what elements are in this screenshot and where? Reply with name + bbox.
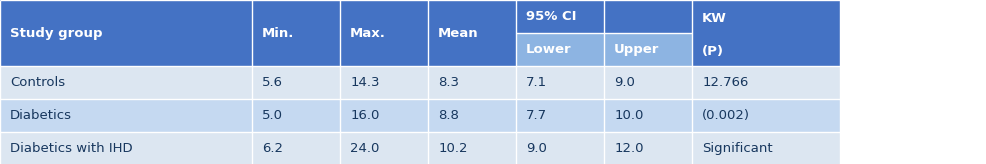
Text: 24.0: 24.0 xyxy=(350,142,380,155)
Text: Upper: Upper xyxy=(614,43,660,56)
Text: 12.0: 12.0 xyxy=(614,142,644,155)
Text: Significant: Significant xyxy=(702,142,773,155)
Text: Diabetics: Diabetics xyxy=(10,109,72,122)
Text: 10.2: 10.2 xyxy=(438,142,467,155)
Text: KW: KW xyxy=(702,12,727,25)
Text: 8.8: 8.8 xyxy=(438,109,458,122)
Text: 7.1: 7.1 xyxy=(527,76,547,89)
Text: 6.2: 6.2 xyxy=(262,142,283,155)
Text: 9.0: 9.0 xyxy=(614,76,635,89)
Text: (0.002): (0.002) xyxy=(702,109,750,122)
Text: 8.3: 8.3 xyxy=(438,76,459,89)
Text: 16.0: 16.0 xyxy=(350,109,380,122)
Bar xyxy=(0,132,840,164)
Bar xyxy=(0,99,840,132)
Text: 7.7: 7.7 xyxy=(527,109,547,122)
Text: Mean: Mean xyxy=(438,27,479,40)
Text: Min.: Min. xyxy=(262,27,295,40)
Text: 95% CI: 95% CI xyxy=(527,10,577,23)
Bar xyxy=(0,66,840,99)
Text: 10.0: 10.0 xyxy=(614,109,644,122)
Text: Controls: Controls xyxy=(10,76,65,89)
Text: Lower: Lower xyxy=(527,43,572,56)
Text: 5.6: 5.6 xyxy=(262,76,283,89)
Bar xyxy=(516,33,692,66)
Text: Diabetics with IHD: Diabetics with IHD xyxy=(10,142,133,155)
Text: 12.766: 12.766 xyxy=(702,76,748,89)
Text: (P): (P) xyxy=(702,45,724,58)
Text: 9.0: 9.0 xyxy=(527,142,547,155)
Text: Max.: Max. xyxy=(350,27,386,40)
Text: 5.0: 5.0 xyxy=(262,109,283,122)
Text: 14.3: 14.3 xyxy=(350,76,380,89)
Text: Study group: Study group xyxy=(10,27,103,40)
Bar xyxy=(0,0,840,66)
